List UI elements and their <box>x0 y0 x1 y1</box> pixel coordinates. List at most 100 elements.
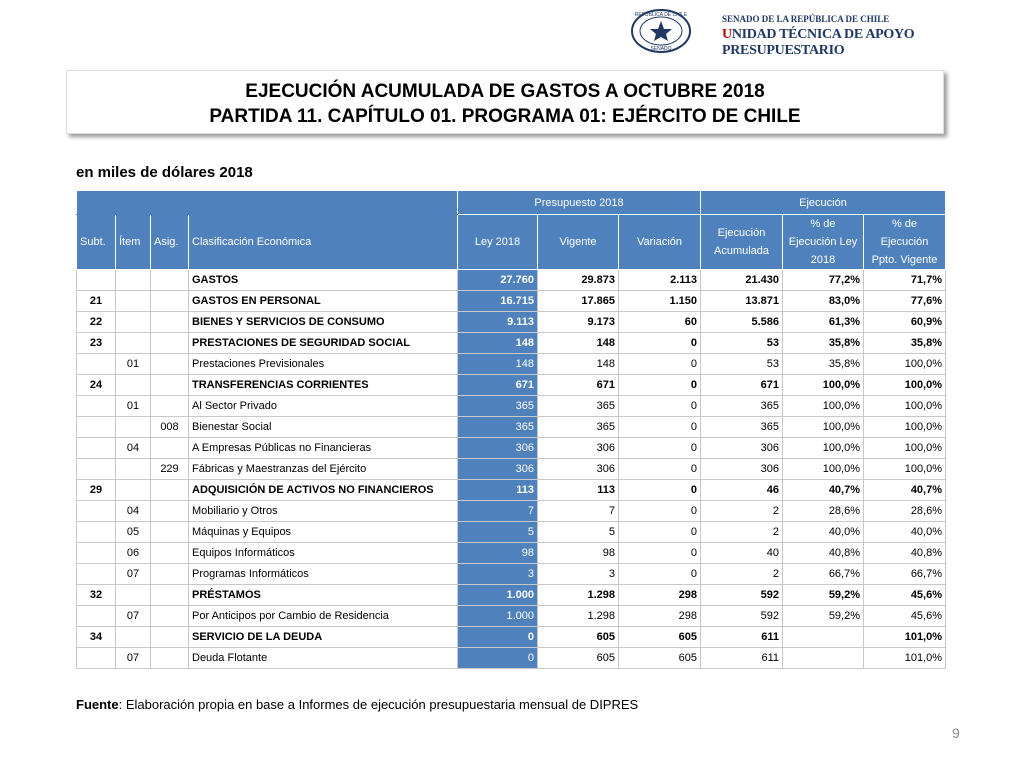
cell <box>76 647 116 669</box>
cell: 101,0% <box>863 647 947 669</box>
table-row: 01 Prestaciones Previsionales 148 148 0 53 35,… <box>76 353 947 375</box>
cell <box>150 647 189 669</box>
cell: 9.173 <box>537 311 619 333</box>
column-header: Subt. <box>76 214 116 270</box>
column-header: Ítem <box>115 214 151 270</box>
cell: 100,0% <box>863 395 947 417</box>
column-header: Ley 2018 <box>457 214 538 270</box>
cell: Programas Informáticos <box>188 563 458 585</box>
cell: 1.298 <box>537 605 619 627</box>
cell: 35,8% <box>863 332 947 354</box>
cell <box>115 416 151 438</box>
cell: PRESTACIONES DE SEGURIDAD SOCIAL <box>188 332 458 354</box>
cell <box>150 500 189 522</box>
source: Fuente: Elaboración propia en base a Inf… <box>76 697 638 712</box>
cell <box>115 374 151 396</box>
cell: 61,3% <box>782 311 865 333</box>
cell: 100,0% <box>863 458 947 480</box>
cell: 04 <box>115 437 151 459</box>
cell: 100,0% <box>782 395 865 417</box>
cell: 113 <box>537 479 619 501</box>
cell: BIENES Y SERVICIOS DE CONSUMO <box>188 311 458 333</box>
cell <box>150 353 189 375</box>
cell: 1.150 <box>617 290 702 312</box>
cell: 365 <box>537 395 619 417</box>
cell: 45,6% <box>863 584 947 606</box>
cell: 01 <box>115 353 151 375</box>
cell: 605 <box>617 626 702 648</box>
column-row: Subt. Ítem Asig. Clasificación Económica Ley… <box>76 214 947 270</box>
cell: 53 <box>700 332 784 354</box>
page-number: 9 <box>952 725 960 741</box>
cell: 9.113 <box>457 311 538 333</box>
cell: 1.298 <box>537 584 619 606</box>
cell <box>115 626 151 648</box>
cell: ADQUISICIÓN DE ACTIVOS NO FINANCIEROS <box>188 479 458 501</box>
table-row: 04 Mobiliario y Otros 7 7 0 2 28,6% 28,6% <box>76 500 947 522</box>
cell <box>115 584 151 606</box>
cell: 07 <box>115 647 151 669</box>
group-header: Presupuesto 2018 <box>456 190 702 215</box>
table-row: 29 ADQUISICIÓN DE ACTIVOS NO FINANCIEROS 1… <box>76 479 947 501</box>
cell: Deuda Flotante <box>188 647 458 669</box>
cell: 0 <box>617 458 702 480</box>
cell: 7 <box>537 500 619 522</box>
cell <box>150 479 189 501</box>
cell: 229 <box>150 458 189 480</box>
cell <box>115 479 151 501</box>
cell: 5 <box>537 521 619 543</box>
table-row: 23 PRESTACIONES DE SEGURIDAD SOCIAL 148 148… <box>76 332 947 354</box>
cell: 34 <box>76 626 116 648</box>
cell: 40,7% <box>863 479 947 501</box>
cell: 07 <box>115 605 151 627</box>
org-small: SENADO DE LA REPÚBLICA DE CHILE <box>722 14 890 24</box>
cell: 3 <box>457 563 538 585</box>
cell <box>782 647 865 669</box>
cell: 113 <box>457 479 538 501</box>
cell: 5 <box>457 521 538 543</box>
cell: 365 <box>537 416 619 438</box>
cell: 2 <box>700 563 784 585</box>
cell: 2 <box>700 500 784 522</box>
cell: 60,9% <box>863 311 947 333</box>
cell: Bienestar Social <box>188 416 458 438</box>
cell: GASTOS EN PERSONAL <box>188 290 458 312</box>
cell: 28,6% <box>782 500 865 522</box>
cell: PRÉSTAMOS <box>188 584 458 606</box>
cell: 306 <box>700 458 784 480</box>
cell: 0 <box>617 353 702 375</box>
cell: 306 <box>537 437 619 459</box>
cell: 365 <box>457 395 538 417</box>
cell: 101,0% <box>863 626 947 648</box>
seal-top: REPÚBLICA DE CHILE <box>635 11 688 18</box>
cell: 671 <box>457 374 538 396</box>
cell: 365 <box>700 416 784 438</box>
cell: 100,0% <box>782 374 865 396</box>
cell: Prestaciones Previsionales <box>188 353 458 375</box>
cell: 77,2% <box>782 269 865 291</box>
cell: 100,0% <box>863 437 947 459</box>
cell: 45,6% <box>863 605 947 627</box>
cell <box>150 374 189 396</box>
cell <box>115 269 151 291</box>
cell: 22 <box>76 311 116 333</box>
cell: 04 <box>115 500 151 522</box>
cell: 98 <box>457 542 538 564</box>
cell: 3 <box>537 563 619 585</box>
cell: 2.113 <box>617 269 702 291</box>
cell: TRANSFERENCIAS CORRIENTES <box>188 374 458 396</box>
cell: Al Sector Privado <box>188 395 458 417</box>
cell: 40,7% <box>782 479 865 501</box>
cell <box>150 290 189 312</box>
cell: 306 <box>457 458 538 480</box>
cell <box>782 626 865 648</box>
cell: 60 <box>617 311 702 333</box>
table-row: 22 BIENES Y SERVICIOS DE CONSUMO 9.113 9.17… <box>76 311 947 333</box>
cell: 148 <box>537 332 619 354</box>
cell <box>150 311 189 333</box>
cell: 306 <box>457 437 538 459</box>
cell: Fábricas y Maestranzas del Ejército <box>188 458 458 480</box>
cell <box>150 605 189 627</box>
cell: 0 <box>617 479 702 501</box>
